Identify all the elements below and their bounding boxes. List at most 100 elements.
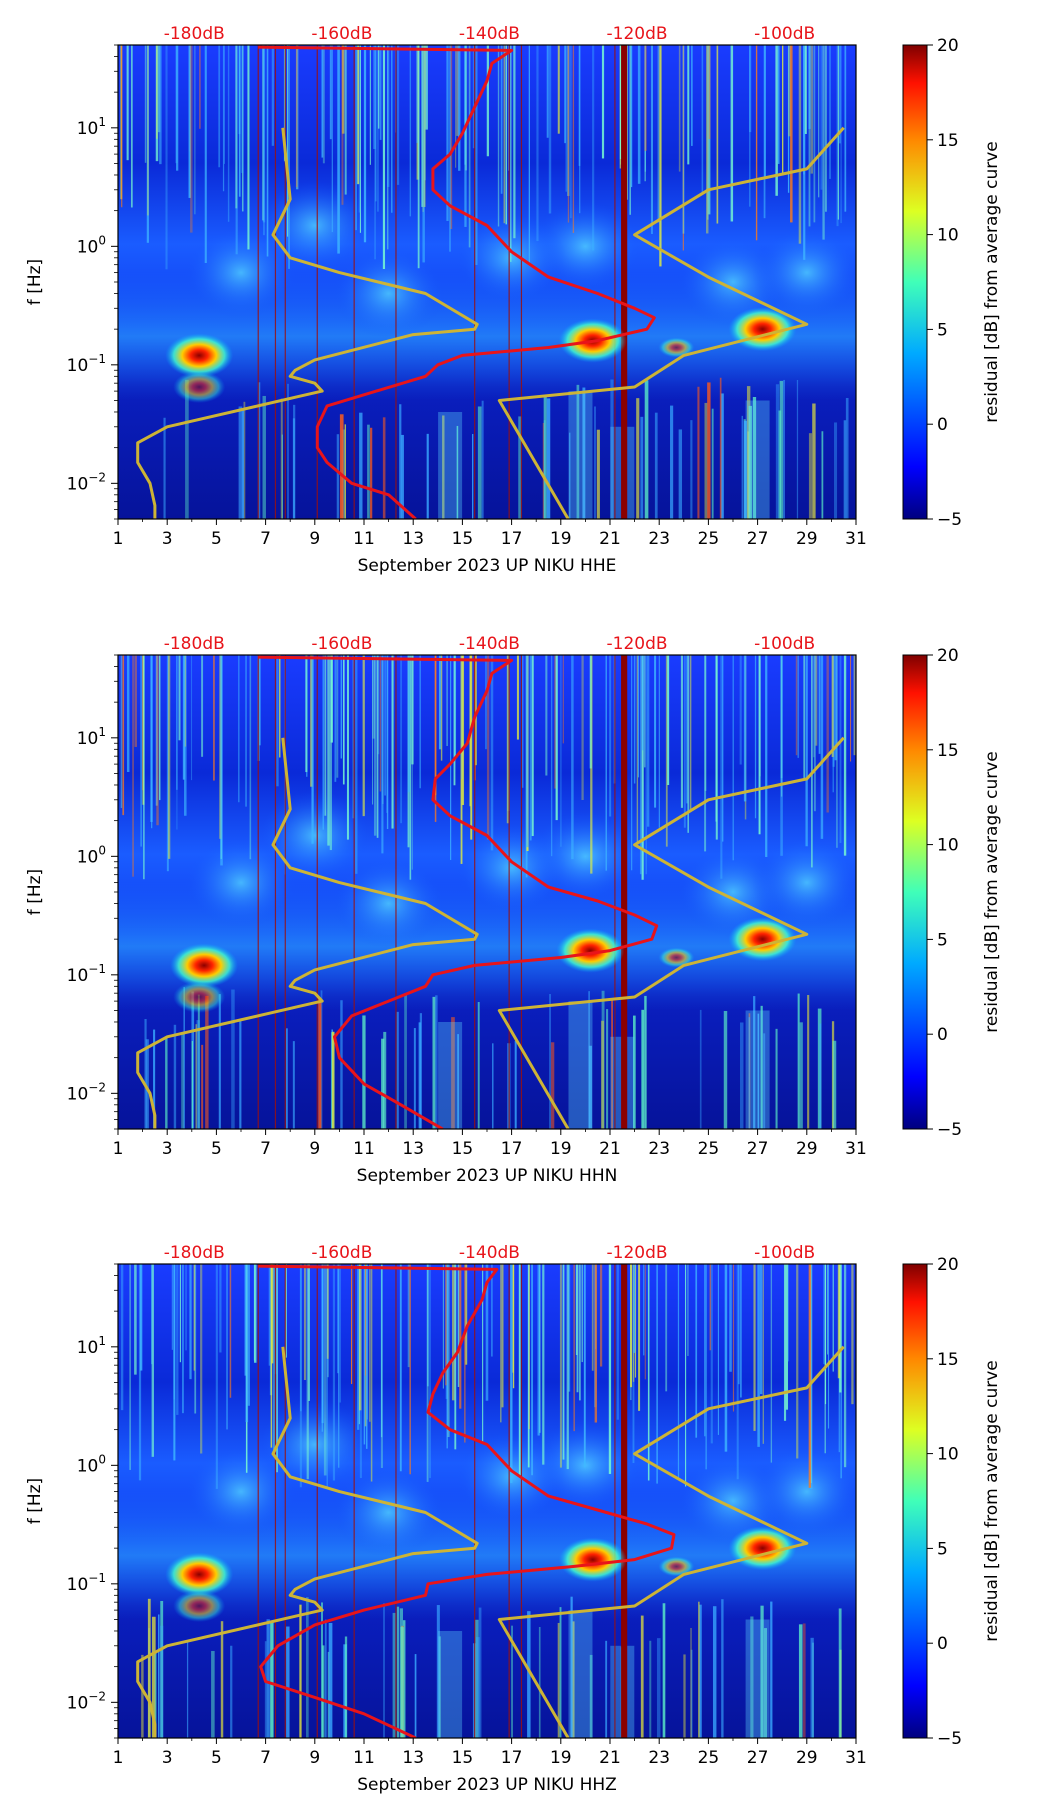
y-axis-label: f [Hz]: [25, 869, 45, 915]
y-tick-label: 101: [77, 1334, 106, 1358]
series-mean-PSD: [258, 1264, 676, 1738]
x-tick-label: 23: [648, 1139, 670, 1159]
x-tick-label: 17: [501, 1139, 523, 1159]
hot-spot: [165, 1552, 234, 1597]
y-tick-label: 100: [77, 233, 106, 257]
background-energy-patch: [751, 1446, 856, 1537]
x-tick-label: 23: [648, 1748, 670, 1768]
x-tick-label: 3: [162, 1139, 173, 1159]
colorbar-tick-label: −5: [937, 1729, 962, 1749]
low-frequency-column: [745, 1619, 770, 1738]
low-frequency-column: [745, 1010, 770, 1129]
x-tick-label: 7: [260, 529, 271, 549]
hot-spot: [556, 928, 625, 973]
event-lines: [257, 655, 628, 1129]
colorbar-label: residual [dB] from average curve: [982, 1360, 1002, 1641]
x-tick-label: 13: [402, 1139, 424, 1159]
background-energy-patch: [751, 227, 856, 318]
plot-area: [118, 655, 856, 1129]
top-db-label: -160dB: [311, 24, 372, 44]
x-tick-label: 1: [113, 1139, 124, 1159]
series-mean-PSD: [258, 655, 659, 1129]
x-tick-label: 19: [550, 1748, 572, 1768]
colorbar-tick-label: 10: [937, 226, 959, 246]
top-db-label: -120dB: [607, 1243, 668, 1263]
x-tick-label: 1: [113, 1748, 124, 1768]
x-tick-label: 13: [402, 1748, 424, 1768]
series-low-noise-model: [136, 127, 479, 519]
colorbar-tick-label: 0: [937, 415, 948, 435]
event-lines: [257, 45, 628, 519]
series-high-noise-model: [497, 1345, 845, 1738]
top-db-label: -100dB: [754, 1243, 815, 1263]
colorbar-tick-label: 10: [937, 1445, 959, 1465]
x-tick-label: 27: [747, 1748, 769, 1768]
x-tick-label: 13: [402, 529, 424, 549]
y-tick-label: 10−2: [67, 1689, 106, 1713]
x-tick-label: 25: [698, 529, 720, 549]
x-tick-label: 25: [698, 1748, 720, 1768]
low-frequency-column: [438, 1630, 463, 1738]
x-tick-label: 9: [309, 529, 320, 549]
x-tick-label: 29: [796, 529, 818, 549]
low-frequency-column: [438, 411, 463, 519]
colorbar: [902, 654, 928, 1130]
x-axis-label: September 2023 UP NIKU HHN: [357, 1166, 618, 1186]
x-tick-label: 31: [845, 1139, 867, 1159]
x-tick-label: 21: [599, 1748, 621, 1768]
x-tick-label: 31: [845, 1748, 867, 1768]
colorbar: [902, 44, 928, 520]
colorbar-tick-label: 15: [937, 1350, 959, 1370]
colorbar-label: residual [dB] from average curve: [982, 141, 1002, 422]
y-tick-label: 100: [77, 843, 106, 867]
x-tick-label: 1: [113, 529, 124, 549]
x-tick-label: 21: [599, 1139, 621, 1159]
top-db-label: -120dB: [607, 634, 668, 654]
hot-spot: [170, 943, 239, 988]
colorbar-tick-label: 0: [937, 1025, 948, 1045]
high-frequency-streaks: [120, 655, 856, 880]
x-tick-label: 15: [452, 1748, 474, 1768]
top-db-label: -160dB: [311, 634, 372, 654]
colorbar-tick-label: 5: [937, 320, 948, 340]
x-tick-label: 11: [353, 529, 375, 549]
hot-spot: [658, 1556, 695, 1577]
y-axis-label: f [Hz]: [25, 259, 45, 305]
top-db-label: -140dB: [459, 24, 520, 44]
top-db-label: -180dB: [164, 634, 225, 654]
colorbar-tick-label: 15: [937, 131, 959, 151]
colorbar-label: residual [dB] from average curve: [982, 751, 1002, 1032]
low-frequency-column: [745, 400, 770, 519]
colorbar-tick-label: 5: [937, 930, 948, 950]
top-db-label: -120dB: [607, 24, 668, 44]
event-band: [621, 1264, 628, 1738]
colorbar: [902, 1263, 928, 1739]
x-tick-label: 27: [747, 529, 769, 549]
top-db-label: -180dB: [164, 24, 225, 44]
top-db-label: -180dB: [164, 1243, 225, 1263]
background-energy-patch: [333, 1467, 444, 1558]
low-frequency-streaks: [163, 377, 849, 519]
colorbar-tick-label: −5: [937, 510, 962, 530]
event-band: [621, 45, 628, 519]
hot-spot: [658, 947, 695, 968]
background-energy-patch: [333, 858, 444, 949]
x-tick-label: 3: [162, 1748, 173, 1768]
x-tick-label: 17: [501, 1748, 523, 1768]
plot-area: [118, 1264, 856, 1738]
low-frequency-column: [438, 1021, 463, 1129]
colorbar-tick-label: 20: [937, 1255, 959, 1275]
x-tick-label: 7: [260, 1139, 271, 1159]
low-frequency-column: [568, 1001, 593, 1129]
series-mean-PSD: [258, 45, 656, 519]
x-tick-label: 15: [452, 1139, 474, 1159]
low-frequency-column: [568, 391, 593, 519]
x-tick-label: 25: [698, 1139, 720, 1159]
hot-spot: [658, 337, 695, 358]
colorbar-tick-label: −5: [937, 1120, 962, 1140]
colorbar-tick-label: 20: [937, 646, 959, 666]
x-tick-label: 7: [260, 1748, 271, 1768]
y-axis-label: f [Hz]: [25, 1478, 45, 1524]
top-db-label: -140dB: [459, 1243, 520, 1263]
